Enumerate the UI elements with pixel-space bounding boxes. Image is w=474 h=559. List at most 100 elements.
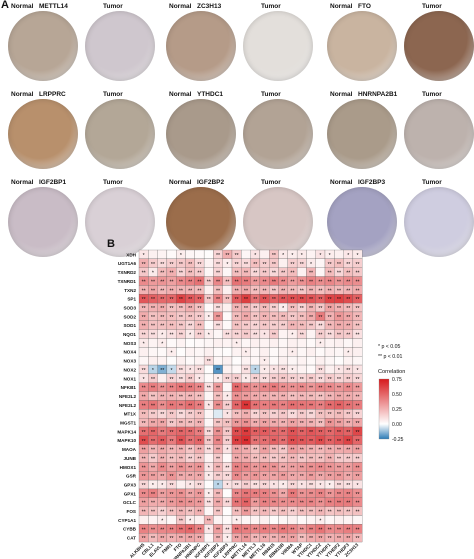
significance-mark: ** [300, 315, 304, 321]
significance-mark: ** [197, 430, 201, 436]
heatmap-cell [203, 258, 214, 268]
significance-mark: ** [272, 262, 276, 268]
significance-mark: * [291, 368, 293, 374]
column-label: FTO [173, 542, 183, 552]
significance-mark: ** [216, 395, 220, 401]
significance-mark: ** [207, 518, 211, 524]
heatmap-cell [287, 356, 298, 366]
heatmap-cell [222, 285, 233, 295]
significance-mark: * [226, 536, 228, 542]
significance-mark: ** [188, 474, 192, 480]
significance-mark: ** [216, 271, 220, 277]
significance-mark: * [254, 253, 256, 259]
significance-mark: ** [337, 536, 341, 542]
significance-mark: ** [179, 439, 183, 445]
significance-mark: * [282, 483, 284, 489]
gene-label: IGF2BP2 [197, 179, 225, 186]
significance-mark: ** [142, 465, 146, 471]
heatmap-cell [324, 356, 335, 366]
significance-mark: ** [309, 492, 313, 498]
heatmap-cell [352, 356, 363, 366]
significance-mark: ** [346, 403, 350, 409]
heatmap-cell [222, 515, 233, 525]
significance-mark: ** [170, 492, 174, 498]
legend-tick-label: 0.00 [392, 422, 402, 428]
significance-mark: ** [272, 333, 276, 339]
significance-mark: ** [160, 510, 164, 516]
significance-mark: ** [142, 271, 146, 277]
significance-mark: ** [142, 510, 146, 516]
gene-label: YTHDC1 [197, 91, 224, 98]
legend-tick-label: 0.75 [392, 377, 402, 383]
normal-tissue-core [8, 99, 78, 169]
significance-mark: ** [281, 386, 285, 392]
significance-mark: ** [207, 448, 211, 454]
significance-mark: ** [235, 377, 239, 383]
significance-mark: ** [328, 501, 332, 507]
heatmap-cell [315, 347, 326, 357]
heatmap-cell [296, 356, 307, 366]
significance-mark: ** [197, 386, 201, 392]
legend-title: Correlation [378, 369, 405, 375]
significance-mark: * [152, 483, 154, 489]
row-label: MT1X [124, 412, 137, 417]
significance-mark: ** [170, 333, 174, 339]
significance-mark: ** [142, 483, 146, 489]
significance-mark: ** [318, 368, 322, 374]
significance-mark: ** [235, 536, 239, 542]
significance-mark: ** [337, 465, 341, 471]
significance-mark: ** [337, 395, 341, 401]
significance-mark: * [161, 518, 163, 524]
significance-mark: ** [272, 465, 276, 471]
significance-mark: ** [188, 324, 192, 330]
heatmap-cell [203, 302, 214, 313]
heatmap-cell [259, 249, 270, 259]
significance-mark: ** [179, 536, 183, 542]
significance-mark: ** [179, 395, 183, 401]
heatmap-cell [296, 347, 307, 357]
significance-mark: ** [253, 474, 257, 480]
significance-mark: ** [253, 333, 257, 339]
significance-mark: ** [346, 483, 350, 489]
heatmap-cell [213, 356, 223, 366]
significance-mark: ** [328, 395, 332, 401]
significance-mark: * [208, 465, 210, 471]
significance-mark: ** [235, 262, 239, 268]
tma-group: Normal IGF2BP1 Tumor [5, 176, 155, 257]
significance-mark: ** [263, 483, 267, 489]
significance-mark: ** [290, 474, 294, 480]
significance-mark: ** [142, 456, 146, 462]
significance-mark: ** [142, 324, 146, 330]
significance-mark: ** [318, 439, 322, 445]
heatmap-cell [287, 515, 298, 525]
significance-mark: * [301, 253, 303, 259]
significance-mark: ** [290, 288, 294, 294]
significance-mark: ** [300, 536, 304, 542]
significance-mark: ** [272, 315, 276, 321]
significance-mark: * [208, 492, 210, 498]
significance-mark: ** [346, 279, 350, 285]
significance-mark: ** [244, 474, 248, 480]
significance-mark: ** [216, 297, 220, 303]
heatmap-cell [231, 347, 242, 357]
significance-mark: ** [346, 456, 350, 462]
significance-mark: ** [337, 324, 341, 330]
heatmap-cell [157, 347, 168, 357]
significance-mark: ** [253, 456, 257, 462]
normal-label: Normal [11, 179, 34, 186]
significance-mark: ** [225, 253, 229, 259]
significance-mark: ** [356, 333, 360, 339]
normal-label: Normal [330, 179, 353, 186]
significance-mark: ** [272, 439, 276, 445]
heatmap-cell [324, 515, 335, 525]
heatmap-cell [222, 267, 233, 277]
significance-mark: ** [318, 456, 322, 462]
significance-mark: ** [170, 315, 174, 321]
significance-mark: ** [244, 465, 248, 471]
significance-mark: ** [318, 421, 322, 427]
significance-mark: ** [328, 474, 332, 480]
significance-mark: ** [290, 395, 294, 401]
significance-mark: ** [253, 395, 257, 401]
significance-mark: ** [318, 288, 322, 294]
row-label: NFE2L2 [119, 403, 137, 408]
